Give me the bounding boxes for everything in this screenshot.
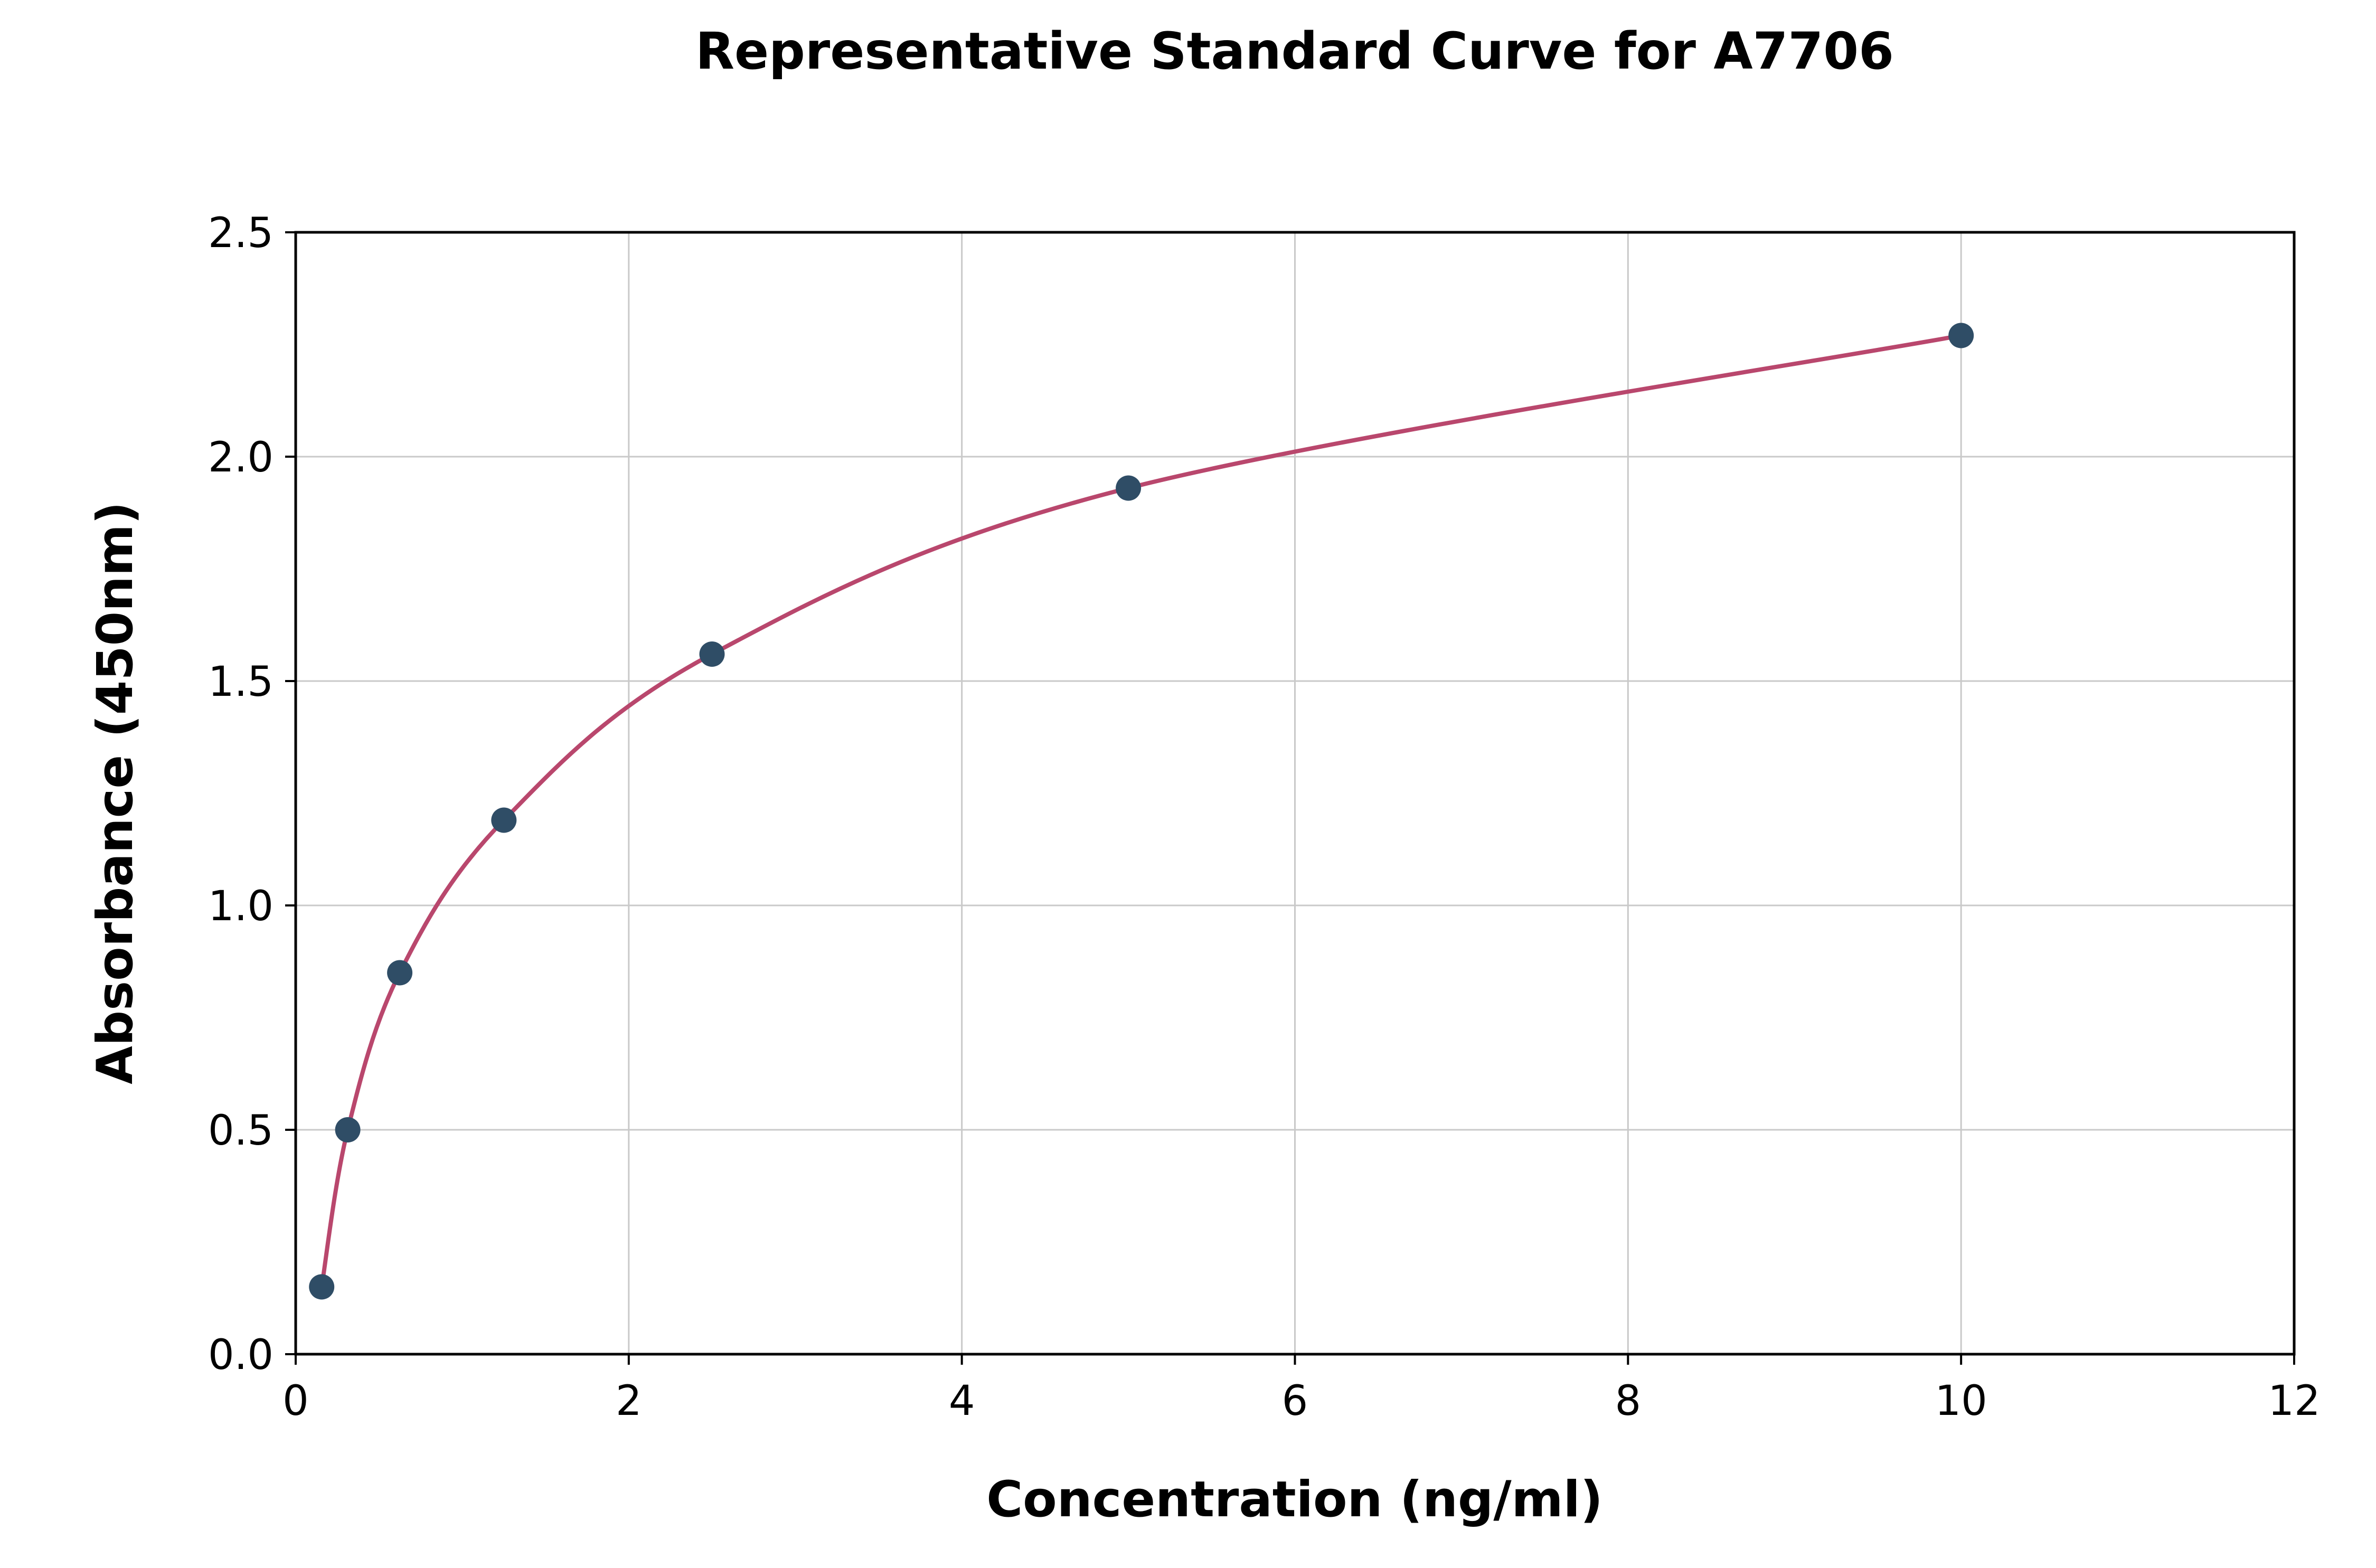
y-tick-label: 1.0 xyxy=(208,883,274,930)
y-tick-label: 0.0 xyxy=(208,1331,274,1379)
y-tick-label: 2.5 xyxy=(208,210,274,257)
x-tick-label: 8 xyxy=(1615,1377,1642,1425)
data-point xyxy=(335,1117,361,1142)
y-axis-label: Absorbance (450nm) xyxy=(87,502,144,1084)
data-point xyxy=(1116,475,1142,501)
x-tick-label: 6 xyxy=(1282,1377,1308,1425)
data-point xyxy=(1948,323,1974,348)
plot-border xyxy=(294,231,2296,1356)
gridlines xyxy=(295,231,2295,1355)
data-point xyxy=(387,960,413,986)
y-tick-label: 2.0 xyxy=(208,434,274,481)
y-tick-label: 1.5 xyxy=(208,658,274,706)
data-point xyxy=(699,641,725,667)
axes: 0 2 4 6 8 10 12 0.0 0.5 1.0 1.5 2.0 2.5 xyxy=(208,210,2321,1425)
x-tick-label: 4 xyxy=(949,1377,975,1425)
chart-title: Representative Standard Curve for A7706 xyxy=(695,22,1894,81)
y-tick-label: 0.5 xyxy=(208,1107,274,1155)
data-point xyxy=(309,1274,335,1300)
x-axis-label: Concentration (ng/ml) xyxy=(986,1471,1603,1528)
x-tick-label: 10 xyxy=(1935,1377,1987,1425)
x-tick-label: 12 xyxy=(2268,1377,2320,1425)
x-tick-label: 2 xyxy=(616,1377,642,1425)
curve-and-points xyxy=(309,323,1974,1300)
fit-curve xyxy=(319,333,1964,1289)
x-tick-label: 0 xyxy=(282,1377,309,1425)
data-point xyxy=(491,807,517,833)
